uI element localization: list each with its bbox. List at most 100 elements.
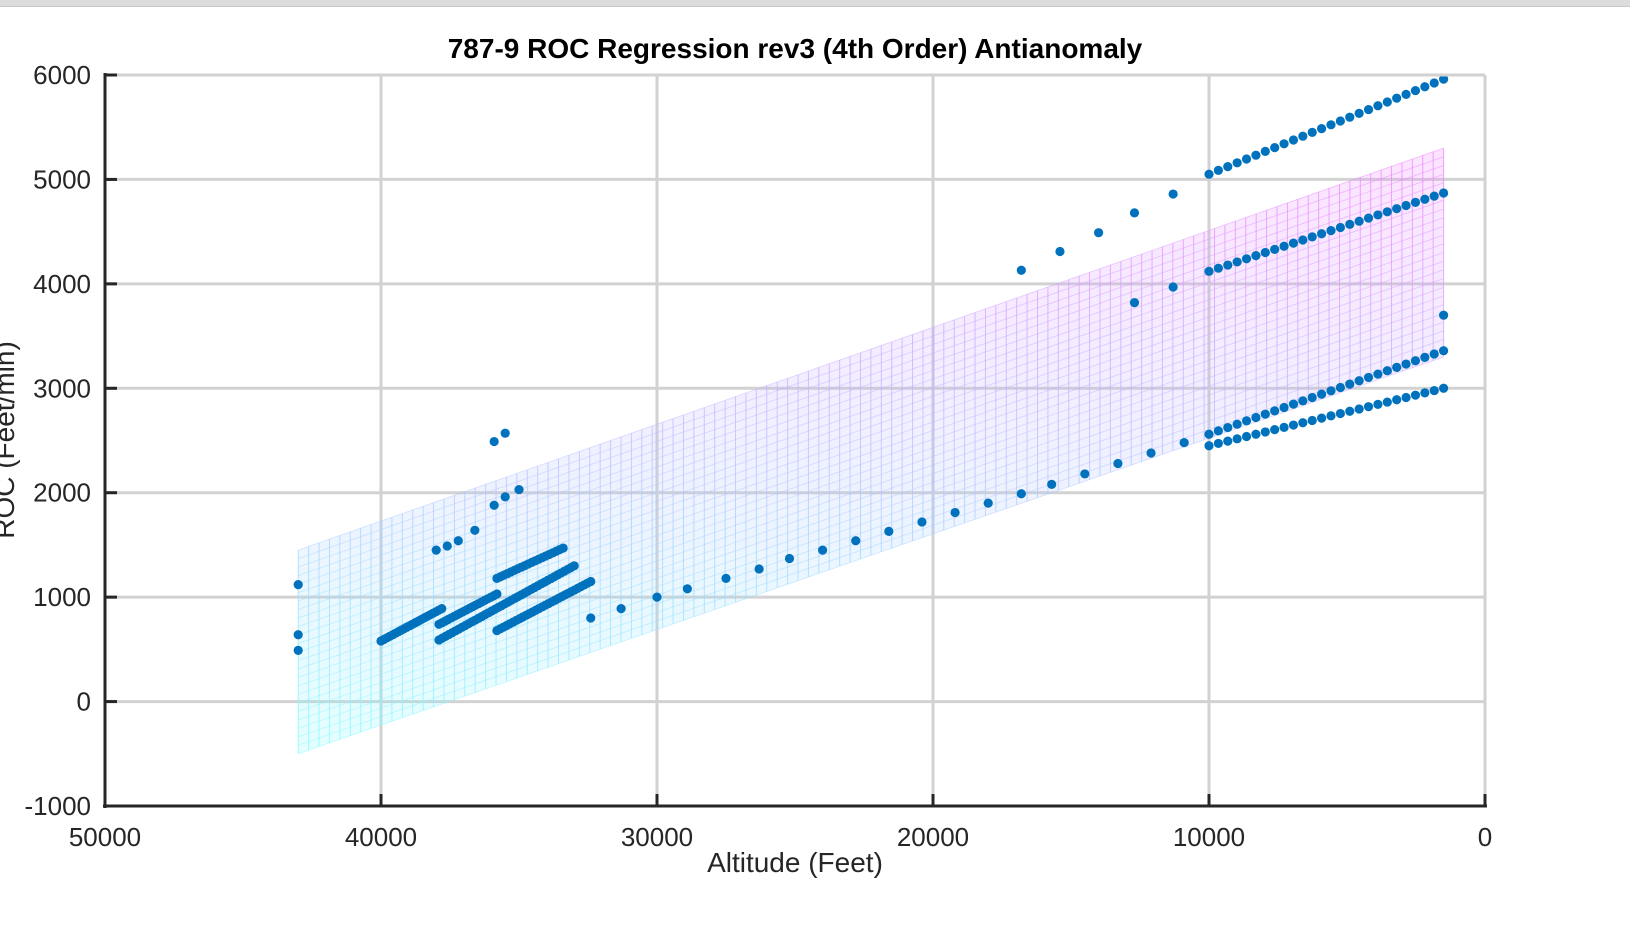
data-point: [1410, 197, 1421, 208]
window-top-strip: [0, 0, 1630, 7]
regression-mesh-row: [298, 252, 1444, 653]
data-point: [1335, 408, 1345, 419]
y-tick-label: 6000: [33, 60, 91, 90]
data-point: [1016, 489, 1026, 499]
data-point: [1354, 216, 1364, 226]
data-point: [1326, 386, 1336, 396]
data-point: [1241, 154, 1252, 164]
chart-title: 787-9 ROC Regression rev3 (4th Order) An…: [448, 33, 1143, 64]
data-point: [917, 517, 927, 527]
data-point: [1382, 97, 1392, 107]
data-point: [500, 428, 510, 438]
data-point: [1363, 402, 1374, 412]
data-point: [1363, 104, 1374, 115]
data-point: [1270, 142, 1280, 153]
regression-mesh-row: [298, 208, 1444, 610]
data-point: [1270, 406, 1280, 416]
data-point: [1401, 359, 1411, 369]
data-points: [293, 74, 1449, 656]
x-tick-labels: 50000 40000 30000 20000 10000 0: [69, 822, 1492, 852]
data-point: [1251, 251, 1261, 261]
data-point: [293, 580, 303, 590]
y-tick-label: 5000: [33, 164, 91, 194]
data-point: [1260, 146, 1270, 156]
x-tick-label: 30000: [621, 822, 693, 852]
data-point: [652, 592, 662, 602]
data-point: [1392, 362, 1402, 372]
data-point: [437, 604, 447, 614]
data-point: [1317, 389, 1327, 399]
data-point: [1382, 397, 1392, 407]
data-point: [1317, 123, 1327, 134]
data-point: [489, 436, 499, 447]
data-point: [1326, 225, 1336, 236]
y-tick-labels: 6000 5000 4000 3000 2000 1000 0 -1000: [25, 60, 92, 821]
data-point: [1129, 208, 1140, 218]
data-point: [1345, 112, 1355, 122]
data-point: [1279, 241, 1289, 251]
data-point: [1223, 162, 1233, 172]
data-point: [1373, 210, 1383, 220]
data-point: [1213, 438, 1223, 449]
data-point: [558, 543, 568, 553]
regression-mesh-row: [298, 260, 1444, 661]
data-point: [1129, 298, 1140, 308]
data-point: [1420, 82, 1430, 92]
data-point: [1420, 194, 1430, 204]
data-point: [1204, 266, 1214, 276]
data-point: [1439, 310, 1449, 320]
y-tick-label: 3000: [33, 373, 91, 403]
regression-mesh-row: [298, 173, 1444, 576]
regression-mesh-row: [298, 226, 1444, 627]
y-tick-label: 2000: [33, 478, 91, 508]
data-point: [1363, 213, 1374, 223]
data-point: [1223, 260, 1233, 270]
data-point: [586, 576, 596, 587]
data-point: [1307, 392, 1317, 403]
data-point: [1270, 244, 1280, 254]
y-tick-label: 0: [77, 687, 91, 717]
regression-surface: [297, 147, 1445, 755]
data-point: [453, 536, 463, 546]
data-point: [1307, 232, 1317, 242]
data-point: [1373, 101, 1383, 111]
regression-mesh-row: [298, 156, 1444, 560]
data-point: [1168, 282, 1178, 292]
data-point: [1392, 93, 1402, 103]
data-point: [851, 536, 861, 546]
data-point: [1279, 139, 1289, 149]
data-point: [1232, 419, 1242, 429]
regression-mesh-row: [298, 217, 1444, 619]
data-point: [1279, 402, 1289, 413]
data-point: [1288, 135, 1299, 145]
data-point: [1439, 188, 1449, 198]
data-point: [1326, 120, 1336, 130]
data-point: [818, 545, 828, 555]
data-point: [1251, 150, 1261, 160]
regression-mesh-row: [298, 330, 1444, 729]
data-point: [1288, 399, 1299, 409]
data-point: [1354, 108, 1364, 118]
data-point: [1094, 228, 1104, 238]
data-point: [1179, 437, 1189, 448]
regression-mesh-row: [298, 286, 1444, 687]
data-point: [1047, 479, 1057, 489]
data-point: [1279, 422, 1289, 432]
data-point: [1204, 429, 1214, 439]
regression-mesh-row: [298, 313, 1444, 712]
data-point: [1146, 448, 1156, 458]
data-point: [950, 507, 960, 518]
data-point: [1429, 385, 1439, 396]
data-point: [1335, 382, 1345, 393]
regression-mesh-row: [298, 147, 1444, 551]
data-point: [1345, 379, 1355, 389]
data-point: [586, 613, 596, 623]
data-point: [431, 545, 441, 555]
data-point: [1241, 416, 1252, 426]
data-point: [569, 561, 579, 571]
data-point: [1223, 436, 1233, 446]
data-point: [1270, 425, 1280, 435]
data-point: [1251, 412, 1261, 423]
data-point: [616, 604, 626, 614]
